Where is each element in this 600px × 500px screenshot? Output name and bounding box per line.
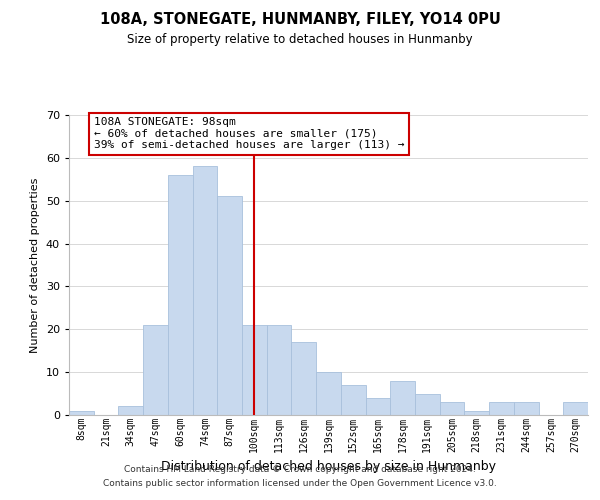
Bar (267, 325, 292, 415)
Bar (440, 402, 464, 415)
Bar (193, 166, 217, 415)
Bar (365, 398, 390, 415)
Text: Contains HM Land Registry data © Crown copyright and database right 2024.
Contai: Contains HM Land Registry data © Crown c… (103, 466, 497, 487)
Text: 108A, STONEGATE, HUNMANBY, FILEY, YO14 0PU: 108A, STONEGATE, HUNMANBY, FILEY, YO14 0… (100, 12, 500, 28)
Bar (217, 196, 242, 415)
Bar (341, 385, 365, 415)
Text: Size of property relative to detached houses in Hunmanby: Size of property relative to detached ho… (127, 32, 473, 46)
Bar (563, 402, 588, 415)
Bar (316, 372, 341, 415)
Bar (118, 406, 143, 415)
Bar (514, 402, 539, 415)
Bar (292, 342, 316, 415)
Bar (390, 380, 415, 415)
X-axis label: Distribution of detached houses by size in Hunmanby: Distribution of detached houses by size … (161, 460, 496, 473)
Bar (143, 325, 168, 415)
Bar (242, 325, 267, 415)
Y-axis label: Number of detached properties: Number of detached properties (30, 178, 40, 352)
Bar (489, 402, 514, 415)
Bar (415, 394, 440, 415)
Bar (464, 410, 489, 415)
Text: 108A STONEGATE: 98sqm
← 60% of detached houses are smaller (175)
39% of semi-det: 108A STONEGATE: 98sqm ← 60% of detached … (94, 117, 404, 150)
Bar (69, 410, 94, 415)
Bar (168, 175, 193, 415)
